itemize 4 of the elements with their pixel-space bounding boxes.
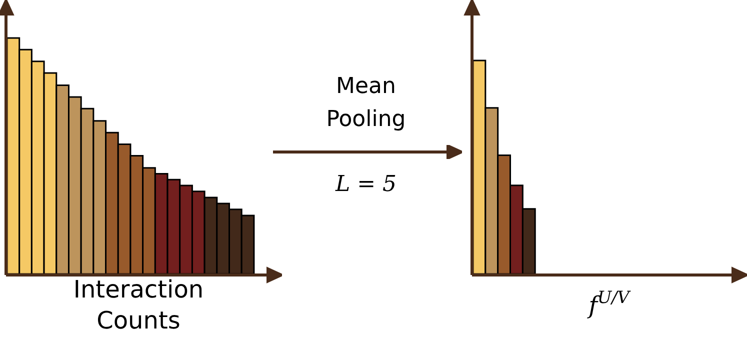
text: L = 5 — [334, 171, 398, 199]
x-axis-title: Interaction Counts — [73, 275, 204, 334]
text: Mean Pooling — [325, 73, 407, 134]
x-axis-title: f$^{U/V}$ — [586, 287, 632, 320]
